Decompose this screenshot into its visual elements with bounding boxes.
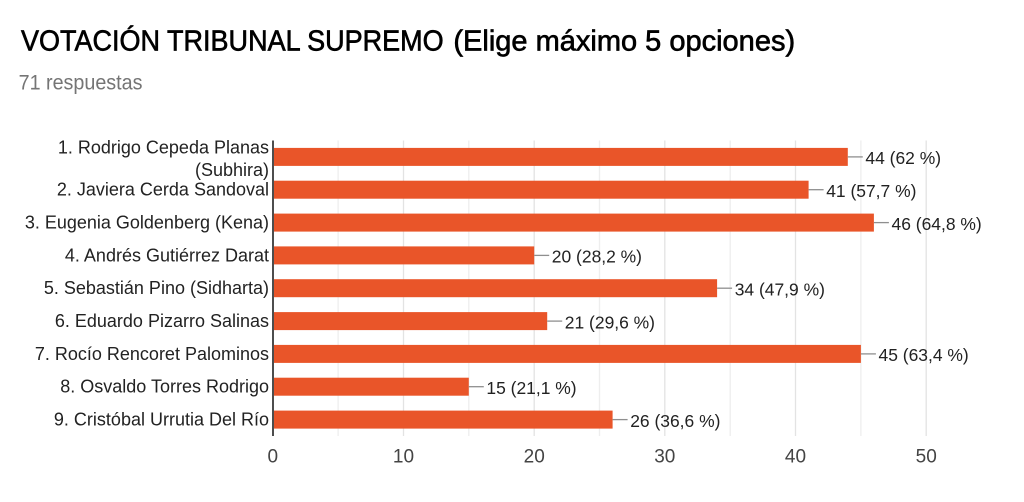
svg-text:7. Rocío Rencoret Palominos: 7. Rocío Rencoret Palominos	[35, 344, 269, 364]
svg-text:6. Eduardo Pizarro Salinas: 6. Eduardo Pizarro Salinas	[55, 311, 269, 331]
svg-text:34 (47,9 %): 34 (47,9 %)	[735, 279, 825, 299]
svg-text:26 (36,6 %): 26 (36,6 %)	[630, 411, 720, 431]
svg-text:30: 30	[654, 446, 675, 467]
svg-text:45 (63,4 %): 45 (63,4 %)	[879, 345, 969, 365]
svg-text:10: 10	[393, 446, 414, 467]
svg-text:8. Osvaldo Torres Rodrigo: 8. Osvaldo Torres Rodrigo	[60, 377, 269, 397]
svg-text:41 (57,7 %): 41 (57,7 %)	[826, 181, 916, 201]
svg-text:0: 0	[268, 446, 279, 467]
svg-text:20 (28,2 %): 20 (28,2 %)	[552, 246, 642, 266]
svg-text:2. Javiera Cerda Sandoval: 2. Javiera Cerda Sandoval	[57, 180, 269, 200]
svg-text:5. Sebastián Pino (Sidharta): 5. Sebastián Pino (Sidharta)	[44, 278, 269, 298]
svg-text:3. Eugenia Goldenberg (Kena): 3. Eugenia Goldenberg (Kena)	[25, 213, 269, 233]
svg-text:9. Cristóbal Urrutia Del Río: 9. Cristóbal Urrutia Del Río	[54, 410, 269, 430]
svg-text:46 (64,8 %): 46 (64,8 %)	[892, 214, 982, 234]
svg-text:71 respuestas: 71 respuestas	[19, 72, 143, 95]
svg-text:50: 50	[916, 446, 937, 467]
svg-text:(Elige máximo 5 opciones): (Elige máximo 5 opciones)	[453, 26, 795, 58]
svg-text:20: 20	[524, 446, 545, 467]
svg-text:15 (21,1 %): 15 (21,1 %)	[486, 378, 576, 398]
svg-text:21 (29,6 %): 21 (29,6 %)	[565, 312, 655, 332]
svg-text:44 (62 %): 44 (62 %)	[865, 148, 941, 168]
svg-text:4. Andrés Gutiérrez Darat: 4. Andrés Gutiérrez Darat	[65, 245, 269, 265]
svg-text:(Subhira): (Subhira)	[195, 160, 269, 180]
svg-text:1. Rodrigo Cepeda Planas: 1. Rodrigo Cepeda Planas	[58, 138, 269, 158]
svg-text:40: 40	[785, 446, 806, 467]
svg-text:VOTACIÓN TRIBUNAL SUPREMO: VOTACIÓN TRIBUNAL SUPREMO	[21, 25, 444, 57]
